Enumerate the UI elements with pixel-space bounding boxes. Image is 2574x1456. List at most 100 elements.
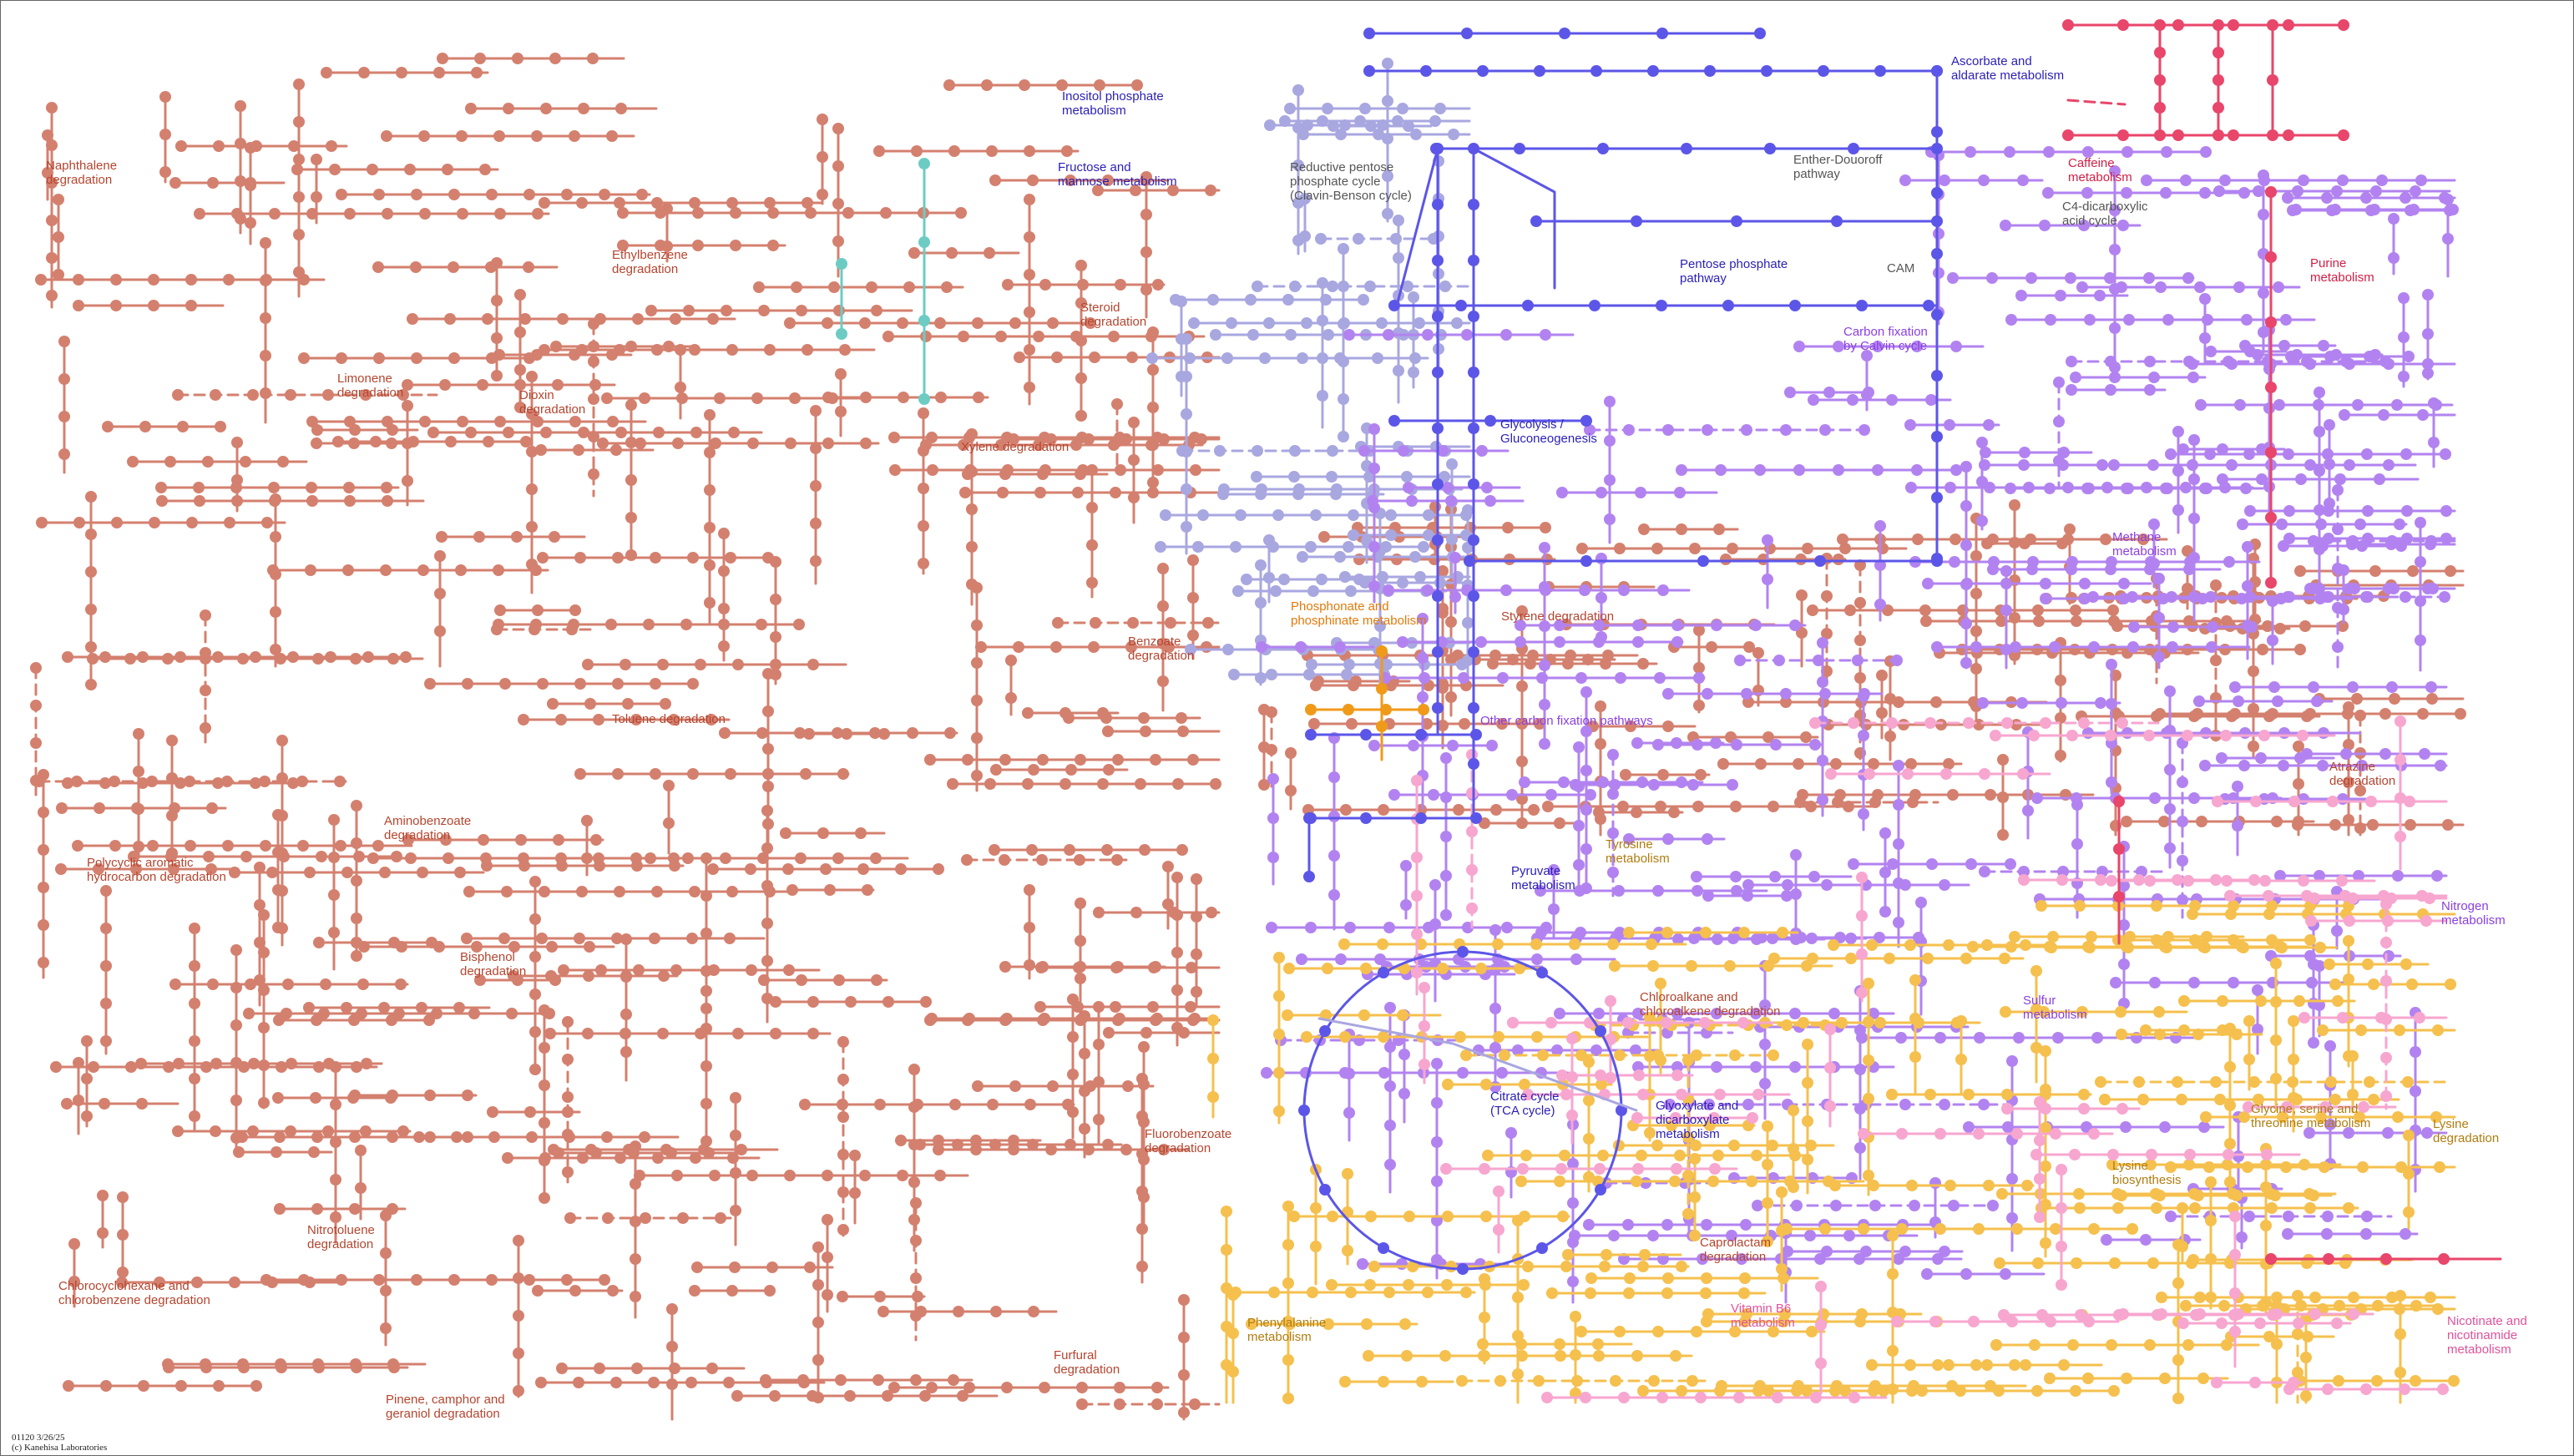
compound-node-1899[interactable] [1769,871,1781,882]
compound-node-2032[interactable] [2144,356,2156,367]
compound-node-2447[interactable] [1343,1068,1355,1079]
compound-node-2746[interactable] [2292,185,2303,197]
compound-node-3476[interactable] [2249,1377,2261,1388]
compound-node-3605[interactable] [1858,1128,1869,1140]
compound-node-1795[interactable] [1192,541,1204,553]
compound-node-2648[interactable] [2155,281,2167,293]
compound-node-1289[interactable] [817,151,828,163]
compound-node-393[interactable] [997,487,1009,498]
compound-node-650[interactable] [669,1362,680,1374]
compound-node-768[interactable] [175,140,187,152]
compound-node-2207[interactable] [1934,1032,1946,1044]
compound-node-3820[interactable] [836,328,847,340]
compound-node-2610[interactable] [2127,641,2139,653]
compound-node-1062[interactable] [832,198,844,210]
compound-node-2782[interactable] [1960,461,1972,473]
compound-node-1916[interactable] [1515,636,1526,648]
compound-node-1524[interactable] [1805,801,1817,812]
compound-node-99[interactable] [378,1002,390,1014]
compound-node-357[interactable] [1140,1027,1152,1039]
compound-node-2406[interactable] [1854,1142,1866,1154]
compound-node-581[interactable] [859,317,871,329]
compound-node-2243[interactable] [2000,1268,2011,1280]
compound-node-3386[interactable] [1762,1236,1773,1247]
compound-node-416[interactable] [552,379,564,391]
compound-node-404[interactable] [431,1008,442,1019]
compound-node-2973[interactable] [1607,938,1619,950]
compound-node-1033[interactable] [491,370,503,382]
compound-node-2773[interactable] [2444,205,2455,216]
compound-node-1245[interactable] [761,880,773,892]
compound-node-2784[interactable] [1960,539,1972,551]
compound-node-113[interactable] [397,389,409,401]
compound-node-1969[interactable] [1368,740,1380,751]
compound-node-2016[interactable] [1615,672,1626,684]
compound-node-1076[interactable] [630,1291,641,1302]
compound-node-3566[interactable] [2177,1317,2189,1329]
compound-node-801[interactable] [56,802,68,814]
compound-node-950[interactable] [133,728,144,740]
compound-node-2390[interactable] [2353,870,2364,882]
compound-node-2197[interactable] [1833,464,1844,476]
compound-node-3591[interactable] [1661,1017,1672,1029]
compound-node-3583[interactable] [1594,1163,1606,1175]
compound-node-2564[interactable] [2324,458,2335,470]
compound-node-3365[interactable] [1644,1012,1656,1024]
compound-node-3406[interactable] [2224,1023,2236,1034]
compound-node-2748[interactable] [2370,185,2382,197]
compound-node-2829[interactable] [2109,205,2121,216]
compound-node-775[interactable] [1064,844,1075,856]
compound-node-3486[interactable] [2337,1012,2349,1024]
compound-node-50[interactable] [690,427,702,438]
compound-node-3513[interactable] [2365,796,2377,807]
compound-node-2965[interactable] [1416,1376,1428,1388]
compound-node-1929[interactable] [2040,578,2051,589]
compound-node-354[interactable] [1115,279,1126,291]
compound-node-2754[interactable] [2162,314,2174,326]
compound-node-1879[interactable] [1338,356,1349,367]
compound-node-3551[interactable] [2259,875,2271,887]
compound-node-1293[interactable] [38,769,49,781]
compound-node-495[interactable] [1151,1382,1163,1393]
compound-node-2618[interactable] [2106,556,2117,568]
compound-node-340[interactable] [465,103,477,114]
compound-node-3640[interactable] [1418,1020,1430,1032]
compound-node-3634[interactable] [1411,928,1423,940]
compound-node-2789[interactable] [2199,332,2211,344]
compound-node-2891[interactable] [2304,1202,2316,1214]
compound-node-2186[interactable] [1671,737,1682,749]
compound-node-3179[interactable] [1714,1385,1726,1397]
compound-node-2424[interactable] [2006,1212,2018,1224]
compound-node-318[interactable] [478,834,489,846]
compound-node-3688[interactable] [1597,143,1609,154]
compound-node-3810[interactable] [1376,720,1388,732]
compound-node-1771[interactable] [1392,115,1403,127]
compound-node-1646[interactable] [2009,499,2020,511]
compound-node-757[interactable] [146,776,158,787]
compound-node-2832[interactable] [2109,322,2121,334]
compound-node-1521[interactable] [1692,801,1704,812]
compound-node-1194[interactable] [918,520,929,532]
compound-node-1241[interactable] [1086,539,1098,551]
compound-node-2898[interactable] [1518,1279,1530,1291]
compound-node-3678[interactable] [1534,65,1545,77]
compound-node-1882[interactable] [1462,504,1474,516]
compound-node-2963[interactable] [1339,1376,1351,1388]
compound-node-2148[interactable] [2304,459,2316,471]
compound-node-2029[interactable] [1789,619,1801,631]
compound-node-2575[interactable] [1539,738,1550,750]
compound-node-2755[interactable] [2202,314,2213,326]
compound-node-244[interactable] [547,698,559,710]
compound-node-2759[interactable] [2349,583,2360,594]
compound-node-3711[interactable] [1580,555,1592,567]
compound-node-1226[interactable] [625,512,637,523]
compound-node-2729[interactable] [2126,591,2138,603]
compound-node-975[interactable] [1024,382,1035,393]
compound-node-3351[interactable] [1802,1154,1813,1165]
compound-node-3451[interactable] [2347,1089,2359,1100]
compound-node-968[interactable] [434,588,446,599]
compound-node-2145[interactable] [2187,459,2198,471]
compound-node-1261[interactable] [1140,284,1152,296]
compound-node-42[interactable] [802,197,813,209]
compound-node-422[interactable] [531,130,543,142]
